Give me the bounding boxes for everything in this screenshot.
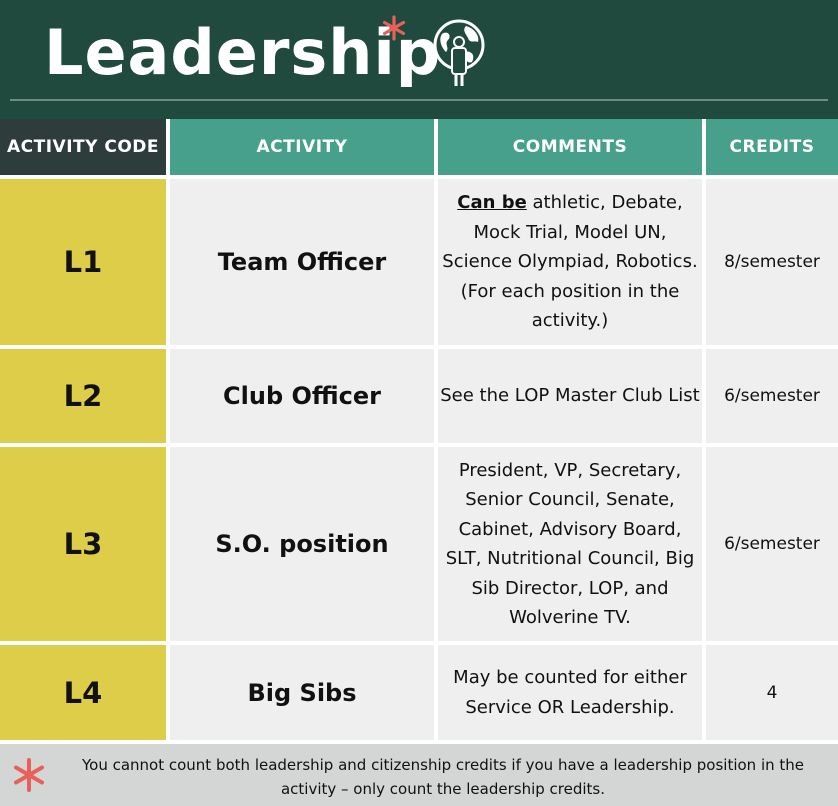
- table-row: L3 S.O. position President, VP, Secretar…: [0, 447, 838, 645]
- activity-name-cell: Team Officer: [170, 179, 438, 349]
- column-header-activity: ACTIVITY: [170, 119, 438, 179]
- activity-name-cell: Club Officer: [170, 349, 438, 447]
- asterisk-icon: [14, 758, 44, 792]
- table-row: L1 Team Officer Can be athletic, Debate,…: [0, 179, 838, 349]
- globe-person-icon: [433, 19, 485, 86]
- footer-note: You cannot count both leadership and cit…: [0, 744, 838, 806]
- credits-cell: 6/semester: [706, 447, 838, 645]
- table-row: L2 Club Officer See the LOP Master Club …: [0, 349, 838, 447]
- column-header-activity-code: ACTIVITY CODE: [0, 119, 170, 179]
- table-header-row: ACTIVITY CODE ACTIVITY COMMENTS CREDITS: [0, 119, 838, 179]
- credits-cell: 8/semester: [706, 179, 838, 349]
- asterisk-icon: [382, 15, 406, 41]
- column-header-credits: CREDITS: [706, 119, 838, 179]
- comments-cell: See the LOP Master Club List: [438, 349, 706, 447]
- comments-emphasis: Can be: [457, 192, 527, 214]
- column-header-comments: COMMENTS: [438, 119, 706, 179]
- comments-cell: May be counted for either Service OR Lea…: [438, 645, 706, 744]
- page-title: Leadership: [44, 16, 442, 89]
- comments-cell: President, VP, Secretary, Senior Council…: [438, 447, 706, 645]
- credits-cell: 6/semester: [706, 349, 838, 447]
- activity-code-cell: L2: [0, 349, 170, 447]
- comments-text: athletic, Debate, Mock Trial, Model UN, …: [442, 192, 698, 332]
- activity-code-cell: L4: [0, 645, 170, 744]
- footer-note-text: You cannot count both leadership and cit…: [81, 756, 805, 798]
- table-row: L4 Big Sibs May be counted for either Se…: [0, 645, 838, 744]
- activity-code-cell: L1: [0, 179, 170, 349]
- header-banner: Leadership: [0, 0, 838, 119]
- header-divider: [10, 99, 828, 101]
- comments-cell: Can be athletic, Debate, Mock Trial, Mod…: [438, 179, 706, 349]
- leadership-table: ACTIVITY CODE ACTIVITY COMMENTS CREDITS …: [0, 119, 838, 744]
- activity-name-cell: S.O. position: [170, 447, 438, 645]
- activity-code-cell: L3: [0, 447, 170, 645]
- activity-name-cell: Big Sibs: [170, 645, 438, 744]
- credits-cell: 4: [706, 645, 838, 744]
